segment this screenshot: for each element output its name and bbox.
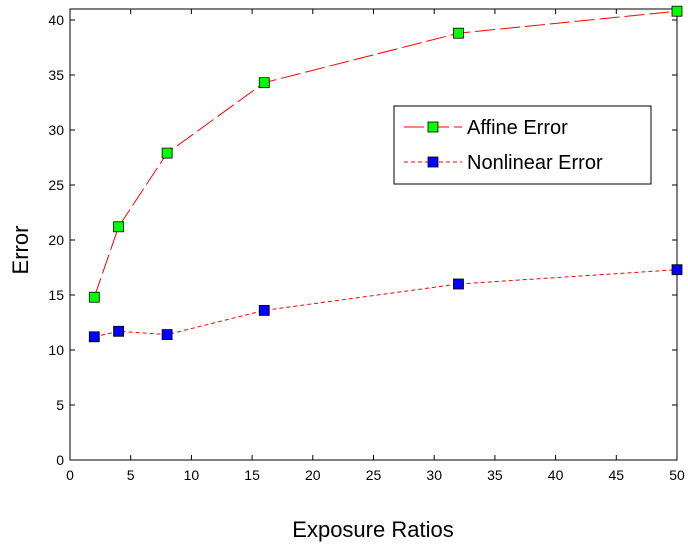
x-tick-label: 5 bbox=[127, 467, 135, 483]
legend: Affine Error Nonlinear Error bbox=[393, 105, 652, 185]
y-tick-label: 5 bbox=[56, 397, 64, 413]
data-point-marker bbox=[113, 221, 124, 233]
data-point-marker bbox=[453, 278, 464, 290]
data-point-marker bbox=[113, 325, 124, 337]
y-tick-label: 0 bbox=[56, 452, 64, 468]
x-tick-label: 40 bbox=[548, 467, 564, 483]
x-tick-label: 30 bbox=[426, 467, 442, 483]
data-point-marker bbox=[88, 291, 100, 303]
y-tick-label: 30 bbox=[48, 122, 64, 138]
data-point-marker bbox=[258, 304, 270, 316]
series-line bbox=[94, 269, 678, 338]
x-tick-label: 10 bbox=[184, 467, 200, 483]
x-tick-label: 45 bbox=[609, 467, 625, 483]
series-0 bbox=[88, 5, 683, 303]
data-point-marker bbox=[258, 77, 270, 89]
legend-items: Affine Error Nonlinear Error bbox=[404, 117, 603, 174]
y-axis-title: Error bbox=[8, 226, 33, 275]
y-tick-label: 40 bbox=[48, 12, 64, 28]
y-tick-label: 20 bbox=[48, 232, 64, 248]
data-point-marker bbox=[671, 5, 683, 17]
plot-area bbox=[69, 8, 678, 461]
series-line bbox=[93, 10, 678, 298]
y-tick-label: 10 bbox=[48, 342, 64, 358]
x-tick-label: 20 bbox=[305, 467, 321, 483]
y-tick-label: 35 bbox=[48, 67, 64, 83]
y-axis-ticks: 0 5 10 15 20 25 30 35 40 bbox=[48, 12, 677, 468]
legend-marker-sample bbox=[427, 156, 439, 168]
legend-label: Nonlinear Error bbox=[467, 152, 603, 174]
series-layer bbox=[88, 5, 683, 343]
x-axis-title: Exposure Ratios bbox=[292, 517, 453, 542]
x-tick-label: 50 bbox=[669, 467, 685, 483]
data-point-marker bbox=[88, 331, 100, 343]
x-tick-label: 35 bbox=[487, 467, 503, 483]
x-axis-ticks: 0 5 10 15 20 25 30 35 40 45 50 bbox=[66, 9, 685, 483]
legend-entry: Nonlinear Error bbox=[404, 152, 603, 174]
x-tick-label: 15 bbox=[244, 467, 260, 483]
series-1 bbox=[88, 264, 683, 343]
x-tick-label: 25 bbox=[366, 467, 382, 483]
data-point-marker bbox=[161, 147, 173, 159]
legend-entry: Affine Error bbox=[404, 117, 568, 139]
legend-marker-sample bbox=[427, 121, 439, 133]
legend-label: Affine Error bbox=[467, 117, 568, 139]
y-tick-label: 25 bbox=[48, 177, 64, 193]
plot-frame bbox=[69, 8, 678, 461]
legend-box bbox=[393, 105, 652, 185]
x-tick-label: 0 bbox=[66, 467, 74, 483]
data-point-marker bbox=[671, 264, 683, 276]
y-tick-label: 15 bbox=[48, 287, 64, 303]
data-point-marker bbox=[453, 27, 464, 39]
data-point-marker bbox=[161, 329, 173, 341]
